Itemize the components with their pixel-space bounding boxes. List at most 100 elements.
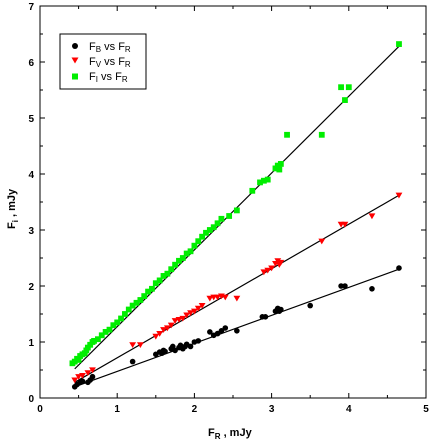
legend-marker-circle-icon <box>72 43 78 49</box>
data-point-square <box>210 224 217 231</box>
data-point-square <box>203 229 209 236</box>
y-tick-label: 5 <box>28 114 34 125</box>
data-point-triangle <box>194 305 202 312</box>
data-point-triangle <box>75 374 82 380</box>
data-point-square <box>91 337 97 344</box>
data-point-triangle <box>260 269 268 276</box>
data-point-triangle <box>84 370 92 376</box>
data-point-square <box>149 285 155 292</box>
data-point-square <box>191 242 198 249</box>
data-point-square <box>156 277 163 284</box>
data-point-square <box>122 311 128 317</box>
data-point-square <box>110 322 117 329</box>
y-tick-label: 7 <box>28 2 34 13</box>
y-axis-label-main: F <box>6 222 18 229</box>
legend-marker-square-icon <box>72 73 78 80</box>
data-point-circle <box>396 265 402 271</box>
data-point-triangle <box>233 295 241 302</box>
data-point-square <box>168 266 175 273</box>
data-point-circle <box>218 328 225 334</box>
data-point-square <box>183 250 190 257</box>
x-tick-label: 4 <box>346 404 352 415</box>
data-point-square <box>195 238 202 245</box>
data-point-square <box>260 177 267 184</box>
data-point-square <box>98 332 105 339</box>
data-point-triangle <box>179 315 187 322</box>
x-axis-label-suffix: , mJy <box>221 427 253 439</box>
data-point-square <box>114 319 121 326</box>
data-point-circle <box>162 348 168 355</box>
data-point-triangle <box>183 312 191 319</box>
data-point-triangle <box>167 322 175 329</box>
data-point-square <box>141 293 148 299</box>
data-point-triangle <box>79 373 86 379</box>
x-axis-label-main: F <box>208 427 215 439</box>
y-tick-label: 2 <box>28 282 34 293</box>
x-tick-label: 5 <box>423 404 429 415</box>
data-point-square <box>160 273 167 279</box>
legend-entry-v: FV vs FR <box>71 56 131 69</box>
data-point-circle <box>234 328 240 334</box>
data-point-square <box>187 248 194 255</box>
data-point-square <box>338 84 344 91</box>
x-tick-label: 2 <box>192 404 198 415</box>
data-point-square <box>179 255 186 261</box>
y-tick-label: 1 <box>28 338 34 349</box>
data-point-triangle <box>214 294 221 301</box>
y-tick-label: 0 <box>28 394 34 405</box>
data-point-triangle <box>268 265 275 272</box>
data-point-square <box>318 131 325 138</box>
axis-ticks: 0 1 2 3 4 5 0 1 2 3 4 5 6 7 <box>28 2 429 415</box>
data-point-triangle <box>395 192 403 199</box>
data-point-circle <box>278 306 284 313</box>
data-point-circle <box>79 378 86 385</box>
data-point-triangle <box>89 367 96 374</box>
data-point-square <box>172 261 178 268</box>
x-tick-label: 1 <box>114 404 120 415</box>
y-tick-label: 6 <box>28 58 34 69</box>
data-point-triangle <box>163 325 171 332</box>
data-point-triangle <box>368 213 376 220</box>
data-point-circle <box>338 283 344 289</box>
x-axis-label-sub: R <box>215 432 221 441</box>
data-point-circle <box>172 347 178 354</box>
data-point-square <box>226 213 233 219</box>
data-point-square <box>277 161 284 167</box>
data-point-square <box>342 97 348 103</box>
data-point-circle <box>262 314 269 320</box>
data-point-circle <box>222 325 229 331</box>
data-point-triangle <box>187 310 194 317</box>
y-tick-label: 4 <box>28 170 34 181</box>
data-point-square <box>284 131 290 138</box>
data-point-circle <box>187 343 194 350</box>
data-point-square <box>129 302 136 309</box>
legend-label-i: FI vs FR <box>89 71 128 84</box>
data-point-square <box>233 207 240 214</box>
data-point-square <box>133 299 140 306</box>
y-axis-label-suffix: , mJy <box>6 188 18 220</box>
data-point-square <box>125 306 132 313</box>
data-point-triangle <box>264 267 272 274</box>
data-point-square <box>75 357 82 363</box>
data-point-triangle <box>171 318 179 324</box>
y-tick-label: 3 <box>28 226 34 237</box>
data-point-circle <box>195 338 202 344</box>
data-point-circle <box>214 330 221 337</box>
legend-entry-i: FI vs FR <box>72 71 128 84</box>
data-point-square <box>345 84 352 91</box>
data-point-square <box>176 257 182 264</box>
x-tick-label: 3 <box>269 404 275 415</box>
data-point-triangle <box>152 333 160 340</box>
data-point-triangle <box>129 342 137 348</box>
legend-entry-b: FB vs FR <box>72 41 131 54</box>
x-axis-label: FR , mJy <box>208 427 253 441</box>
data-point-square <box>145 288 151 295</box>
data-point-triangle <box>277 259 285 266</box>
data-point-square <box>264 176 271 183</box>
data-point-circle <box>369 286 375 292</box>
data-point-square <box>118 315 124 322</box>
data-point-square <box>274 162 281 169</box>
data-point-square <box>396 41 402 47</box>
data-point-square <box>164 270 171 277</box>
data-point-circle <box>342 283 348 289</box>
